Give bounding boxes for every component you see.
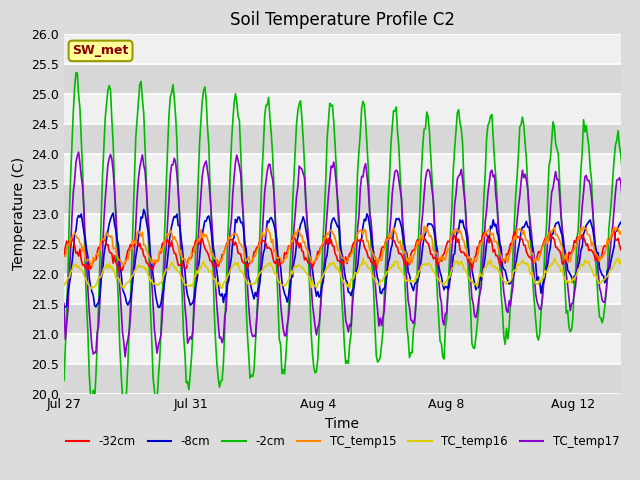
Bar	[64, 154, 621, 183]
Bar	[64, 183, 621, 214]
Bar	[64, 243, 621, 274]
Legend: -32cm, -8cm, -2cm, TC_temp15, TC_temp16, TC_temp17: -32cm, -8cm, -2cm, TC_temp15, TC_temp16,…	[61, 430, 624, 453]
Bar	[64, 303, 621, 334]
Bar	[64, 34, 621, 63]
Bar	[64, 334, 621, 363]
Bar	[64, 94, 621, 123]
Bar	[64, 363, 621, 394]
Bar	[64, 63, 621, 94]
Title: Soil Temperature Profile C2: Soil Temperature Profile C2	[230, 11, 455, 29]
Text: SW_met: SW_met	[72, 44, 129, 58]
X-axis label: Time: Time	[325, 417, 360, 431]
Bar	[64, 123, 621, 154]
Bar	[64, 274, 621, 303]
Y-axis label: Temperature (C): Temperature (C)	[12, 157, 26, 270]
Bar	[64, 214, 621, 243]
